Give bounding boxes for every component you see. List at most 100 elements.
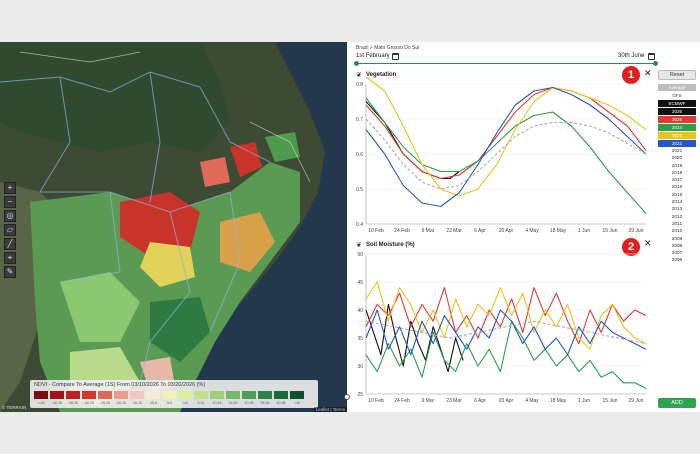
x-tick-label: 15 Jun [602,228,617,234]
x-tick-label: 1 Jun [578,398,590,404]
series-toggle-2018[interactable]: 2018 [671,170,683,176]
edit-icon[interactable]: ✎ [4,266,16,278]
map-view[interactable]: + − ◎ ▱ ╱ ⌖ ✎ NDVI - Compare To Average … [0,42,347,412]
legend-swatch [290,391,304,399]
legend-swatch [178,391,192,399]
series-toggle-2017[interactable]: 2017 [671,178,683,184]
y-tick-label: 25 [357,392,363,398]
y-tick-label: 0.6 [356,152,363,158]
x-tick-label: 4 May [525,398,539,404]
series-line-2025 [365,287,647,345]
map-legend: NDVI - Compare To Average (1S) From 03/1… [30,380,318,408]
series-toggle-2022[interactable]: 2022 [658,140,696,147]
series-toggle-2015[interactable]: 2015 [671,192,683,198]
series-toggle-2014[interactable]: 2014 [671,200,683,206]
y-tick-label: 30 [357,364,363,370]
slider-start-handle[interactable] [354,61,359,66]
y-tick-label: 35 [357,336,363,342]
x-tick-label: 23 Mar [446,228,462,234]
y-tick-label: 50 [357,252,363,258]
series-toggle-2016[interactable]: 2016 [671,185,683,191]
draw-line-icon[interactable]: ╱ [4,238,16,250]
chart-svg: 0.8 0.7 0.6 0.5 0.4 10 Feb 24 Feb 9 Mar 23 Mar 6 … [356,76,647,404]
slider-end-handle[interactable] [653,61,658,66]
legend-swatch [274,391,288,399]
series-toggle-2009[interactable]: 2009 [671,236,683,242]
legend-tick-label: <-40 [37,401,45,405]
legend-tick-label: 0-5 [182,401,188,405]
series-toggle-2021[interactable]: 2021 [671,149,683,154]
app-window: + − ◎ ▱ ╱ ⌖ ✎ NDVI - Compare To Average … [0,42,700,412]
series-toggle-2026[interactable]: 2026 [658,108,696,115]
y-tick-label: 0.4 [356,222,363,228]
series-toggle-2025[interactable]: 2025 [658,116,696,123]
panel-collapse-handle[interactable] [344,394,350,400]
series-toggle-average[interactable]: Average [658,84,696,91]
legend-swatch [162,391,176,399]
date-from[interactable]: 1st February [356,53,390,59]
legend-swatch [66,391,80,399]
series-line-2024 [365,97,647,214]
locate-icon[interactable]: ◎ [4,210,16,222]
x-tick-label: 6 Apr [474,398,486,404]
map-attribution[interactable]: Leaflet | Terms [313,407,347,412]
legend-tick-label: -35-30 [67,401,79,405]
series-line-2022 [365,309,647,356]
legend-swatch [98,391,112,399]
series-toggle-ecmwf[interactable]: ECMWF [658,100,696,107]
series-line-average [365,118,647,190]
date-to[interactable]: 30th June [618,53,645,59]
calendar-to-icon[interactable] [648,53,655,60]
close-soil-moisture-icon[interactable]: ✕ [644,238,652,248]
series-toggle-2024[interactable]: 2024 [658,124,696,131]
x-tick-label: 10 Feb [368,398,384,404]
close-vegetation-icon[interactable]: ✕ [644,68,652,78]
map-canvas[interactable] [0,42,347,412]
legend-tick-label: 30-35 [276,401,286,405]
series-toggle-2008[interactable]: 2008 [671,243,683,249]
reset-button[interactable]: Reset [658,70,696,80]
series-selector: Average GFS ECMWF 2026 2025 2024 2023 2022 2021 2… [658,84,696,265]
legend-swatch [210,391,224,399]
zoom-in-button[interactable]: + [4,182,16,194]
series-toggle-2019[interactable]: 2019 [671,163,683,169]
draw-polygon-icon[interactable]: ▱ [4,224,16,236]
legend-swatch [114,391,128,399]
legend-tick-label: 5-10 [197,401,205,405]
legend-swatch [50,391,64,399]
legend-tick-label: -15-10 [131,401,143,405]
legend-tick-label: -5-0 [165,401,173,405]
layer-icon: ❦ [356,242,362,249]
series-toggle-2007[interactable]: 2007 [671,251,683,257]
series-toggle-2013[interactable]: 2013 [671,207,683,213]
marker-icon[interactable]: ⌖ [4,252,16,264]
date-range-slider[interactable] [354,61,658,66]
series-toggle-2010[interactable]: 2010 [671,229,683,235]
legend-title: NDVI - Compare To Average (1S) From 03/1… [34,382,206,388]
zoom-out-button[interactable]: − [4,196,16,208]
series-toggle-2011[interactable]: 2011 [671,221,683,227]
x-tick-label: 24 Feb [394,398,410,404]
series-toggle-2020[interactable]: 2020 [671,156,683,162]
calendar-from-icon[interactable] [392,53,399,60]
breadcrumb: Brazil > Mato Grosso Do Sul [356,45,420,51]
series-toggle-2006[interactable]: 2006 [671,258,683,264]
series-line-2026 [365,101,460,180]
x-tick-label: 24 Feb [394,228,410,234]
legend-swatch [258,391,272,399]
series-toggle-gfs[interactable]: GFS [658,92,696,99]
series-toggle-2023[interactable]: 2023 [658,132,696,139]
legend-swatch [130,391,144,399]
series-toggle-2012[interactable]: 2012 [671,214,683,220]
legend-tick-label: 10-15 [212,401,222,405]
x-tick-label: 1 Jun [578,228,590,234]
add-button[interactable]: ADD [658,398,696,408]
legend-ticks: <-40 -40-35 -35-30 -30-25 -25-20 -20-15 -15-10… [34,401,304,405]
legend-swatch [194,391,208,399]
layer-icon: ❦ [356,72,362,79]
legend-tick-label: 20-25 [244,401,254,405]
legend-tick-label: 25-30 [260,401,270,405]
y-tick-label: 45 [357,280,363,286]
legend-tick-label: -10-5 [148,401,158,405]
map-scale: © TERRAIN [2,405,27,410]
